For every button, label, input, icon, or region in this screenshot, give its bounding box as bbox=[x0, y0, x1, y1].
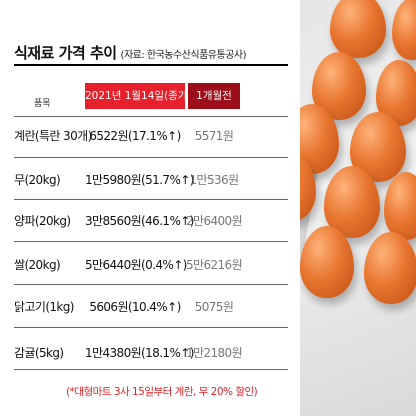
header-item: 품목 bbox=[34, 99, 51, 109]
chart-title: 식재료 가격 추이 (자료: 한국농수산식품유통공사) bbox=[14, 42, 247, 63]
header-current-date: 2021년 1월14일(종가) bbox=[85, 83, 185, 109]
row-prev: 5571원 bbox=[194, 129, 234, 143]
egg bbox=[330, 0, 386, 58]
title-divider bbox=[14, 64, 288, 66]
row-divider bbox=[14, 157, 288, 158]
egg bbox=[324, 166, 380, 238]
row-price: 5606원(10.4%↑) bbox=[89, 300, 181, 314]
egg bbox=[300, 226, 354, 298]
price-table-panel: 식재료 가격 추이 (자료: 한국농수산식품유통공사) 품목 2021년 1월14… bbox=[14, 42, 288, 398]
row-divider bbox=[14, 199, 288, 200]
header-month-ago: 1개월전 bbox=[188, 83, 240, 109]
row-price: 6522원(17.1%↑) bbox=[89, 129, 181, 143]
row-divider bbox=[14, 241, 288, 242]
source-note: (자료: 한국농수산식품유통공사) bbox=[120, 50, 247, 61]
row-item: 닭고기(1kg) bbox=[14, 300, 74, 314]
row-prev: 5075원 bbox=[194, 300, 234, 314]
row-item: 감귤(5kg) bbox=[14, 346, 64, 360]
row-price: 3만8560원(46.1%↑) bbox=[85, 214, 194, 228]
egg bbox=[384, 172, 416, 240]
row-price: 5만6440원(0.4%↑) bbox=[85, 258, 187, 272]
title-text: 식재료 가격 추이 bbox=[14, 44, 117, 62]
egg bbox=[364, 232, 416, 304]
row-prev: 5만6216원 bbox=[185, 258, 243, 272]
row-prev: 1만2180원 bbox=[185, 346, 243, 360]
row-item: 양파(20kg) bbox=[14, 214, 71, 228]
egg bbox=[392, 0, 416, 60]
row-price: 1만5980원(51.7%↑) bbox=[85, 173, 194, 187]
row-divider bbox=[14, 327, 288, 328]
row-item: 무(20kg) bbox=[14, 173, 61, 187]
row-prev: 2만6400원 bbox=[185, 214, 243, 228]
row-prev: 1만536원 bbox=[189, 173, 239, 187]
row-divider bbox=[14, 284, 288, 285]
row-divider bbox=[14, 369, 288, 370]
row-divider bbox=[14, 116, 288, 117]
footnote: (*대형마트 3사 15일부터 계란, 무 20% 할인) bbox=[66, 386, 258, 398]
row-price: 1만4380원(18.1%↑) bbox=[85, 346, 194, 360]
row-item: 쌀(20kg) bbox=[14, 258, 61, 272]
row-item: 계란(특란 30개) bbox=[14, 129, 92, 143]
